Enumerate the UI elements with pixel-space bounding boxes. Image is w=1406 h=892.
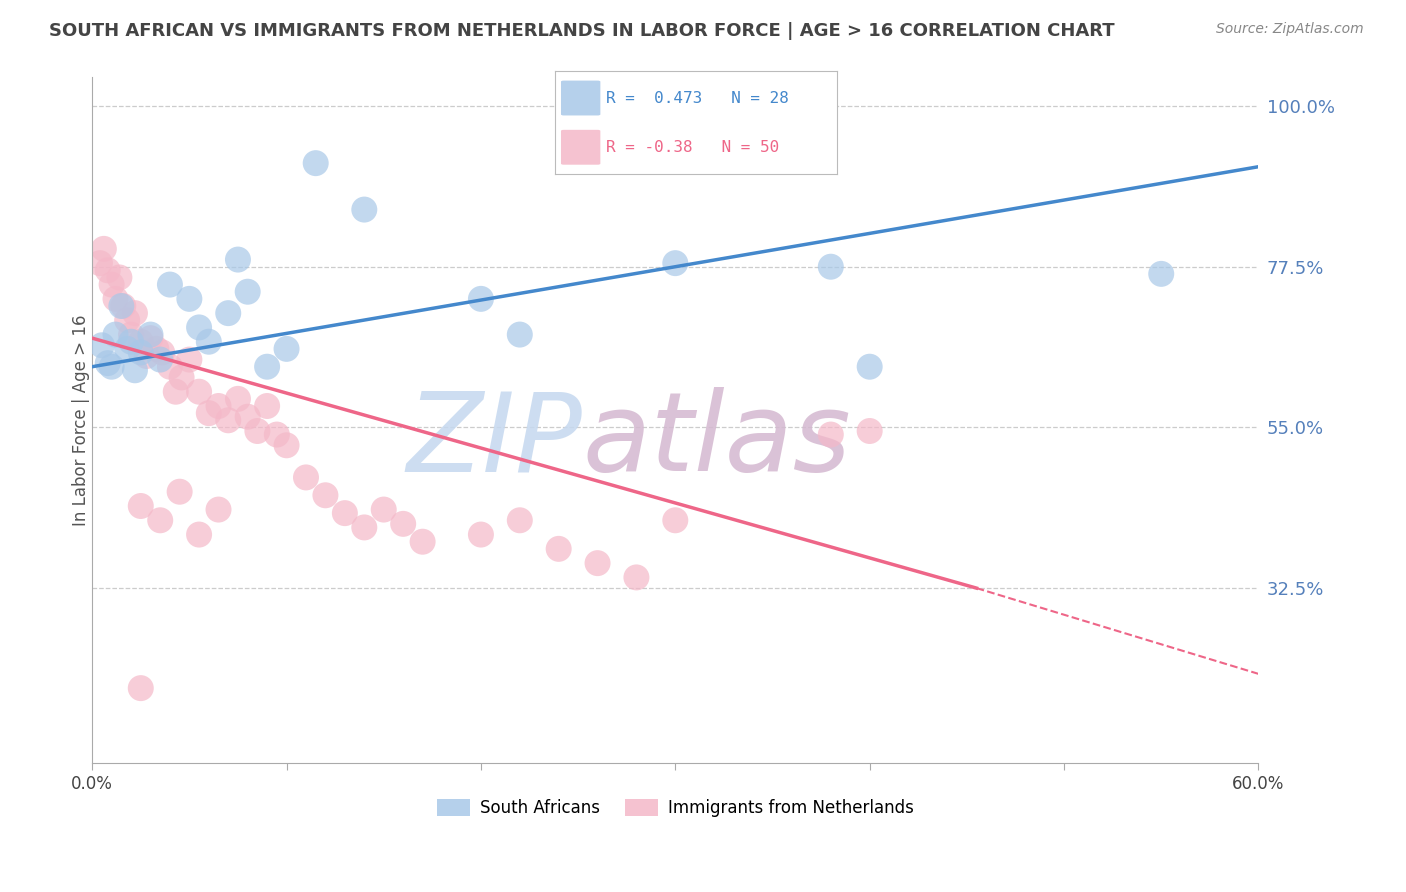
Point <box>124 363 146 377</box>
Text: atlas: atlas <box>582 387 851 494</box>
Point <box>135 349 157 363</box>
Point <box>139 331 162 345</box>
Point <box>295 470 318 484</box>
Point <box>198 334 221 349</box>
Point <box>159 277 181 292</box>
Point <box>179 352 201 367</box>
Point <box>547 541 569 556</box>
Point <box>115 342 138 356</box>
Text: R =  0.473   N = 28: R = 0.473 N = 28 <box>606 90 789 105</box>
Point <box>1150 267 1173 281</box>
Point <box>509 327 531 342</box>
Point <box>110 299 132 313</box>
Point <box>100 359 122 374</box>
Point <box>188 527 211 541</box>
FancyBboxPatch shape <box>561 80 600 115</box>
Point <box>314 488 336 502</box>
Point <box>820 260 842 274</box>
Point <box>179 292 201 306</box>
Point <box>198 406 221 420</box>
Point <box>108 270 131 285</box>
Point <box>115 313 138 327</box>
Point <box>90 338 112 352</box>
Point <box>333 506 356 520</box>
Point <box>859 424 882 438</box>
Point <box>159 359 181 374</box>
Point <box>353 520 375 534</box>
Point <box>470 292 492 306</box>
Point <box>100 277 122 292</box>
Point <box>145 342 167 356</box>
Point <box>104 292 127 306</box>
Point <box>120 334 142 349</box>
Point <box>664 513 686 527</box>
Point <box>112 299 135 313</box>
Legend: South Africans, Immigrants from Netherlands: South Africans, Immigrants from Netherla… <box>430 792 921 823</box>
Point <box>276 342 298 356</box>
Point <box>353 202 375 217</box>
Point <box>664 256 686 270</box>
Point <box>256 359 278 374</box>
Point <box>217 306 239 320</box>
Point <box>509 513 531 527</box>
Point <box>139 327 162 342</box>
Y-axis label: In Labor Force | Age > 16: In Labor Force | Age > 16 <box>72 315 90 526</box>
Point <box>586 556 609 570</box>
Point <box>217 413 239 427</box>
Point <box>470 527 492 541</box>
Point <box>820 427 842 442</box>
Point <box>129 334 152 349</box>
Point <box>373 502 395 516</box>
Point <box>276 438 298 452</box>
Point <box>120 327 142 342</box>
Point <box>207 399 229 413</box>
Point <box>626 570 648 584</box>
Point <box>97 263 120 277</box>
Point <box>236 285 259 299</box>
Point <box>149 352 172 367</box>
Point <box>392 516 415 531</box>
Point <box>859 359 882 374</box>
Point <box>170 370 193 384</box>
Point <box>150 345 173 359</box>
Point <box>104 327 127 342</box>
Point <box>169 484 191 499</box>
Point <box>129 499 152 513</box>
FancyBboxPatch shape <box>561 130 600 165</box>
Point <box>129 681 152 695</box>
Point <box>266 427 288 442</box>
Point <box>89 256 111 270</box>
Point <box>188 320 211 334</box>
Point <box>256 399 278 413</box>
Point <box>226 252 249 267</box>
Point <box>207 502 229 516</box>
Point <box>188 384 211 399</box>
Point <box>226 392 249 406</box>
Text: ZIP: ZIP <box>406 387 582 494</box>
Point <box>165 384 187 399</box>
Point <box>412 534 434 549</box>
Text: Source: ZipAtlas.com: Source: ZipAtlas.com <box>1216 22 1364 37</box>
Text: R = -0.38   N = 50: R = -0.38 N = 50 <box>606 140 779 155</box>
Point <box>129 345 152 359</box>
Point <box>305 156 328 170</box>
Point <box>93 242 115 256</box>
Point <box>149 513 172 527</box>
Point <box>246 424 269 438</box>
Point <box>124 306 146 320</box>
Point <box>236 409 259 424</box>
Text: SOUTH AFRICAN VS IMMIGRANTS FROM NETHERLANDS IN LABOR FORCE | AGE > 16 CORRELATI: SOUTH AFRICAN VS IMMIGRANTS FROM NETHERL… <box>49 22 1115 40</box>
Point <box>97 356 120 370</box>
